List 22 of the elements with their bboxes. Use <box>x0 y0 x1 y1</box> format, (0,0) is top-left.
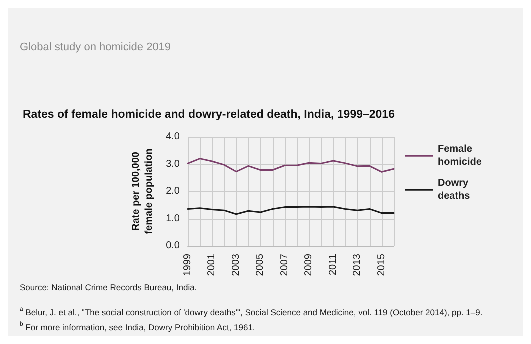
y-tick-label: 1.0 <box>166 213 180 224</box>
legend-label: Dowry deaths <box>438 178 472 202</box>
x-tick-label: 1999 <box>182 254 194 276</box>
y-tick-label: 2.0 <box>166 186 180 197</box>
chart-title: Rates of female homicide and dowry-related death, India, 1999–2016 <box>23 109 395 121</box>
x-tick-label: 2013 <box>352 254 364 276</box>
y-tick-label: 3.0 <box>166 158 180 170</box>
y-tick-label: 0.0 <box>166 240 180 252</box>
source-note: Source: National Crime Records Bureau, India. <box>20 282 198 292</box>
x-tick-label: 2001 <box>206 254 218 276</box>
y-axis-title: Rate per 100,000 female population <box>131 148 155 234</box>
x-tick-label: 2005 <box>255 254 266 276</box>
x-tick-label: 2009 <box>304 254 315 276</box>
x-tick-label: 2011 <box>328 254 339 276</box>
y-tick-label: 4.0 <box>166 132 180 142</box>
line-series <box>187 158 395 173</box>
text: Global study on homicide 2019 <box>20 42 172 54</box>
legend-label: Female homicide <box>438 144 482 168</box>
x-tick-label: 2007 <box>279 254 290 276</box>
x-tick-label: 2015 <box>376 254 388 276</box>
line-series <box>187 206 395 216</box>
x-tick-label: 2003 <box>230 254 242 276</box>
